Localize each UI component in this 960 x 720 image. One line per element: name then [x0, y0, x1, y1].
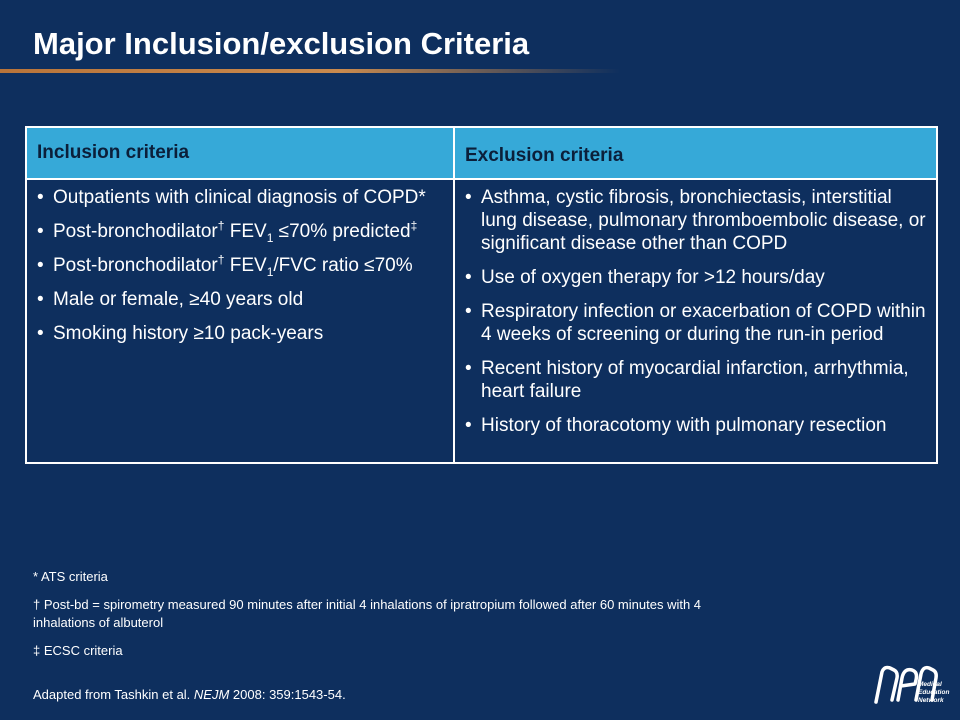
medical-education-network-logo: Medical Education Network: [874, 665, 949, 704]
list-item: Recent history of myocardial infarction,…: [463, 357, 926, 403]
list-item: Post-bronchodilator† FEV1 ≤70% predicted…: [35, 220, 443, 244]
list-item: Use of oxygen therapy for >12 hours/day: [463, 266, 926, 289]
logo-mark-icon: [874, 665, 938, 704]
exclusion-cell: Asthma, cystic fibrosis, bronchiectasis,…: [453, 178, 938, 464]
inclusion-cell: Outpatients with clinical diagnosis of C…: [25, 178, 455, 464]
list-item: Outpatients with clinical diagnosis of C…: [35, 186, 443, 209]
footnotes: * ATS criteria † Post-bd = spirometry me…: [33, 568, 753, 714]
table-header-row: Inclusion criteria Exclusion criteria: [25, 126, 938, 180]
logo-line-2: Education: [918, 689, 949, 696]
criteria-table: Inclusion criteria Exclusion criteria Ou…: [25, 126, 938, 464]
list-item: Respiratory infection or exacerbation of…: [463, 300, 926, 346]
exclusion-header: Exclusion criteria: [453, 126, 938, 180]
footnote-post-bd: † Post-bd = spirometry measured 90 minut…: [33, 597, 702, 630]
inclusion-header: Inclusion criteria: [25, 126, 455, 180]
list-item: Smoking history ≥10 pack-years: [35, 322, 443, 345]
table-body-row: Outpatients with clinical diagnosis of C…: [25, 178, 938, 464]
logo-line-3: Network: [918, 697, 944, 704]
footnote-ecsc: ‡ ECSC criteria: [33, 643, 123, 658]
footnote-ats: * ATS criteria: [33, 569, 108, 584]
list-item: Post-bronchodilator† FEV1/FVC ratio ≤70%: [35, 254, 443, 278]
logo-line-1: Medical: [918, 681, 942, 688]
list-item: Male or female, ≥40 years old: [35, 288, 443, 311]
list-item: History of thoracotomy with pulmonary re…: [463, 414, 926, 437]
inclusion-list: Outpatients with clinical diagnosis of C…: [35, 186, 443, 345]
slide-title: Major Inclusion/exclusion Criteria: [33, 26, 530, 61]
exclusion-list: Asthma, cystic fibrosis, bronchiectasis,…: [463, 186, 926, 437]
title-underline: [0, 69, 620, 73]
list-item: Asthma, cystic fibrosis, bronchiectasis,…: [463, 186, 926, 255]
source-citation: Adapted from Tashkin et al. NEJM 2008: 3…: [33, 687, 346, 702]
